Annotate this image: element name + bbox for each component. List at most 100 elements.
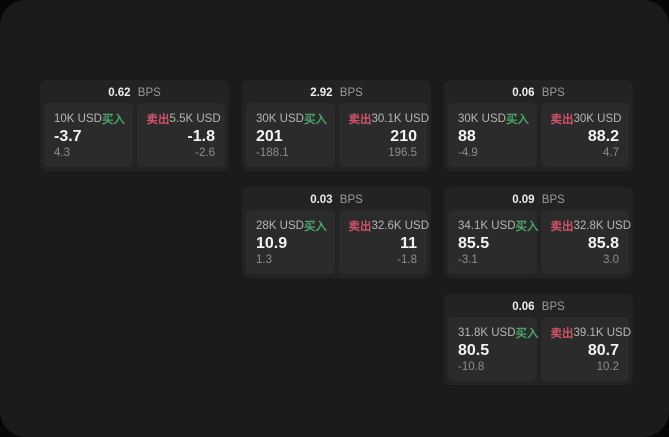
sell-panel-top-row: 卖出 39.1K USD (550, 325, 632, 341)
buy-amount: 34.1K USD (458, 220, 516, 232)
sell-price: 80.7 (587, 342, 619, 360)
bps-unit-label: BPS (134, 87, 161, 99)
sell-amount: 30.1K USD (371, 113, 430, 125)
buy-side-label: 买入 (515, 221, 539, 233)
sell-side-label: 卖出 (550, 328, 574, 340)
sell-panel-top-row: 卖出 32.8K USD (550, 218, 632, 234)
buy-price: -3.7 (54, 128, 82, 146)
buy-panel[interactable]: 30K USD 买入 88 -4.9 (448, 103, 537, 167)
buy-price: 201 (256, 128, 283, 146)
buy-price: 10.9 (256, 235, 288, 253)
buy-panel-top-row: 28K USD 买入 (256, 218, 327, 234)
sell-change: -1.8 (397, 253, 417, 266)
quote-card[interactable]: 2.92 BPS 30K USD 买入 201 -188.1 卖出 30.1K … (242, 80, 431, 171)
sell-price: 88.2 (587, 128, 619, 146)
quote-card-grid: 0.62 BPS 10K USD 买入 -3.7 4.3 卖出 5.5K USD… (40, 80, 633, 385)
quote-card[interactable]: 0.62 BPS 10K USD 买入 -3.7 4.3 卖出 5.5K USD… (40, 80, 229, 171)
sell-change: 4.7 (603, 146, 619, 159)
buy-change: -188.1 (256, 146, 289, 159)
quote-panels: 30K USD 买入 88 -4.9 卖出 30K USD 88.2 4.7 (448, 103, 629, 167)
buy-side-label: 买入 (303, 221, 327, 233)
buy-change: -3.1 (458, 253, 478, 266)
buy-change: 1.3 (256, 253, 272, 266)
quote-panels: 10K USD 买入 -3.7 4.3 卖出 5.5K USD -1.8 -2.… (44, 103, 225, 167)
buy-side-label: 买入 (515, 328, 539, 340)
sell-panel[interactable]: 卖出 39.1K USD 80.7 10.2 (540, 317, 632, 381)
sell-side-label: 卖出 (550, 114, 574, 126)
buy-change: -4.9 (458, 146, 478, 159)
sell-panel-top-row: 卖出 5.5K USD (146, 111, 221, 127)
buy-panel[interactable]: 10K USD 买入 -3.7 4.3 (44, 103, 133, 167)
buy-panel-top-row: 31.8K USD 买入 (458, 325, 539, 341)
buy-amount: 31.8K USD (458, 327, 516, 339)
buy-price: 80.5 (458, 342, 490, 360)
bps-value: 0.06 (512, 87, 535, 99)
sell-panel[interactable]: 卖出 30K USD 88.2 4.7 (540, 103, 629, 167)
sell-price: 210 (390, 128, 417, 146)
sell-change: 196.5 (388, 146, 417, 159)
bps-value: 0.09 (512, 194, 535, 206)
sell-panel[interactable]: 卖出 32.8K USD 85.8 3.0 (540, 210, 632, 274)
bps-unit-label: BPS (538, 87, 565, 99)
buy-panel-top-row: 30K USD 买入 (256, 111, 327, 127)
quote-card[interactable]: 0.09 BPS 34.1K USD 买入 85.5 -3.1 卖出 32.8K… (444, 187, 633, 278)
buy-panel[interactable]: 31.8K USD 买入 80.5 -10.8 (448, 317, 539, 381)
bps-unit-label: BPS (336, 194, 363, 206)
bps-unit-label: BPS (538, 194, 565, 206)
quote-card[interactable]: 0.06 BPS 30K USD 买入 88 -4.9 卖出 30K USD 8… (444, 80, 633, 171)
sell-amount: 39.1K USD (573, 327, 632, 339)
bps-value: 0.06 (512, 301, 535, 313)
sell-panel-top-row: 卖出 30K USD (550, 111, 622, 127)
buy-amount: 28K USD (256, 220, 304, 232)
buy-panel[interactable]: 34.1K USD 买入 85.5 -3.1 (448, 210, 539, 274)
sell-amount: 30K USD (573, 113, 622, 125)
buy-price: 85.5 (458, 235, 490, 253)
bps-value: 0.62 (108, 87, 131, 99)
sell-side-label: 卖出 (348, 114, 372, 126)
buy-panel-top-row: 30K USD 买入 (458, 111, 529, 127)
card-header: 0.06 BPS (448, 298, 629, 317)
sell-amount: 32.8K USD (573, 220, 632, 232)
buy-side-label: 买入 (101, 114, 125, 126)
sell-panel[interactable]: 卖出 5.5K USD -1.8 -2.6 (136, 103, 225, 167)
quote-panels: 28K USD 买入 10.9 1.3 卖出 32.6K USD 11 -1.8 (246, 210, 430, 274)
sell-price: 85.8 (587, 235, 619, 253)
bps-unit-label: BPS (538, 301, 565, 313)
sell-panel-top-row: 卖出 30.1K USD (348, 111, 430, 127)
buy-change: -10.8 (458, 360, 485, 373)
buy-amount: 30K USD (458, 113, 506, 125)
sell-amount: 5.5K USD (169, 113, 221, 125)
sell-change: 3.0 (603, 253, 619, 266)
buy-price: 88 (458, 128, 476, 146)
buy-change: 4.3 (54, 146, 70, 159)
bps-value: 2.92 (310, 87, 333, 99)
sell-price: -1.8 (187, 128, 215, 146)
quote-panels: 30K USD 买入 201 -188.1 卖出 30.1K USD 210 1… (246, 103, 430, 167)
buy-panel[interactable]: 28K USD 买入 10.9 1.3 (246, 210, 335, 274)
sell-side-label: 卖出 (146, 114, 170, 126)
sell-price: 11 (400, 235, 417, 253)
buy-panel-top-row: 34.1K USD 买入 (458, 218, 539, 234)
bps-unit-label: BPS (336, 87, 363, 99)
quote-panels: 31.8K USD 买入 80.5 -10.8 卖出 39.1K USD 80.… (448, 317, 632, 381)
sell-panel[interactable]: 卖出 30.1K USD 210 196.5 (338, 103, 430, 167)
card-header: 2.92 BPS (246, 84, 427, 103)
buy-amount: 10K USD (54, 113, 102, 125)
card-header: 0.03 BPS (246, 191, 427, 210)
bps-value: 0.03 (310, 194, 333, 206)
card-header: 0.09 BPS (448, 191, 629, 210)
sell-change: -2.6 (195, 146, 215, 159)
buy-amount: 30K USD (256, 113, 304, 125)
buy-side-label: 买入 (505, 114, 529, 126)
quote-card[interactable]: 0.03 BPS 28K USD 买入 10.9 1.3 卖出 32.6K US… (242, 187, 431, 278)
sell-side-label: 卖出 (550, 221, 574, 233)
quote-card[interactable]: 0.06 BPS 31.8K USD 买入 80.5 -10.8 卖出 39.1… (444, 294, 633, 385)
sell-panel-top-row: 卖出 32.6K USD (349, 218, 430, 234)
quote-panels: 34.1K USD 买入 85.5 -3.1 卖出 32.8K USD 85.8… (448, 210, 632, 274)
card-header: 0.06 BPS (448, 84, 629, 103)
buy-side-label: 买入 (303, 114, 327, 126)
card-header: 0.62 BPS (44, 84, 225, 103)
buy-panel[interactable]: 30K USD 买入 201 -188.1 (246, 103, 335, 167)
sell-panel[interactable]: 卖出 32.6K USD 11 -1.8 (338, 210, 430, 274)
